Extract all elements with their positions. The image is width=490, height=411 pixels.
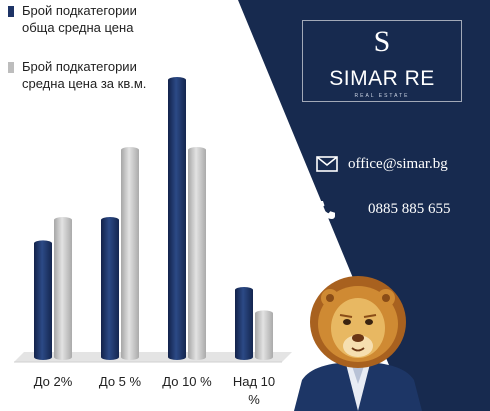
brand-logo-letter: S (373, 25, 391, 58)
envelope-icon (316, 156, 338, 172)
legend-swatch-gray (8, 62, 14, 73)
legend-item-total: Брой подкатегории обща средна цена (8, 2, 168, 36)
bar-sqm-2 (188, 147, 206, 360)
brand-name: SIMAR RE (329, 67, 435, 90)
x-tick-label-3: Над 10% (233, 374, 275, 407)
bar-total-0 (34, 240, 52, 360)
bar-total-1 (101, 217, 119, 360)
legend-item-sqm: Брой подкатегории средна цена за кв.м. (8, 58, 158, 92)
brand-tagline: REAL ESTATE (354, 93, 410, 99)
chart-floor (14, 352, 292, 362)
brand-logo-box: S SIMAR RE REAL ESTATE (302, 20, 462, 102)
phone-icon (317, 201, 335, 219)
x-tick-label-1: До 5 % (99, 374, 142, 389)
x-tick-label-0: До 2% (34, 374, 73, 389)
legend-label-sqm: Брой подкатегории средна цена за кв.м. (22, 59, 147, 91)
x-tick-label-2: До 10 % (162, 374, 212, 389)
bar-total-3 (235, 287, 253, 360)
bar-sqm-3 (255, 310, 273, 360)
legend-label-total: Брой подкатегории обща средна цена (22, 3, 137, 35)
bar-sqm-1 (121, 147, 139, 360)
lion-mascot (294, 276, 422, 411)
phone-text[interactable]: 0885 885 655 (368, 201, 451, 217)
email-text[interactable]: office@simar.bg (348, 156, 448, 172)
bar-total-2 (168, 77, 186, 360)
legend-swatch-navy (8, 6, 14, 17)
navy-panel (238, 0, 490, 411)
bar-sqm-0 (54, 217, 72, 360)
